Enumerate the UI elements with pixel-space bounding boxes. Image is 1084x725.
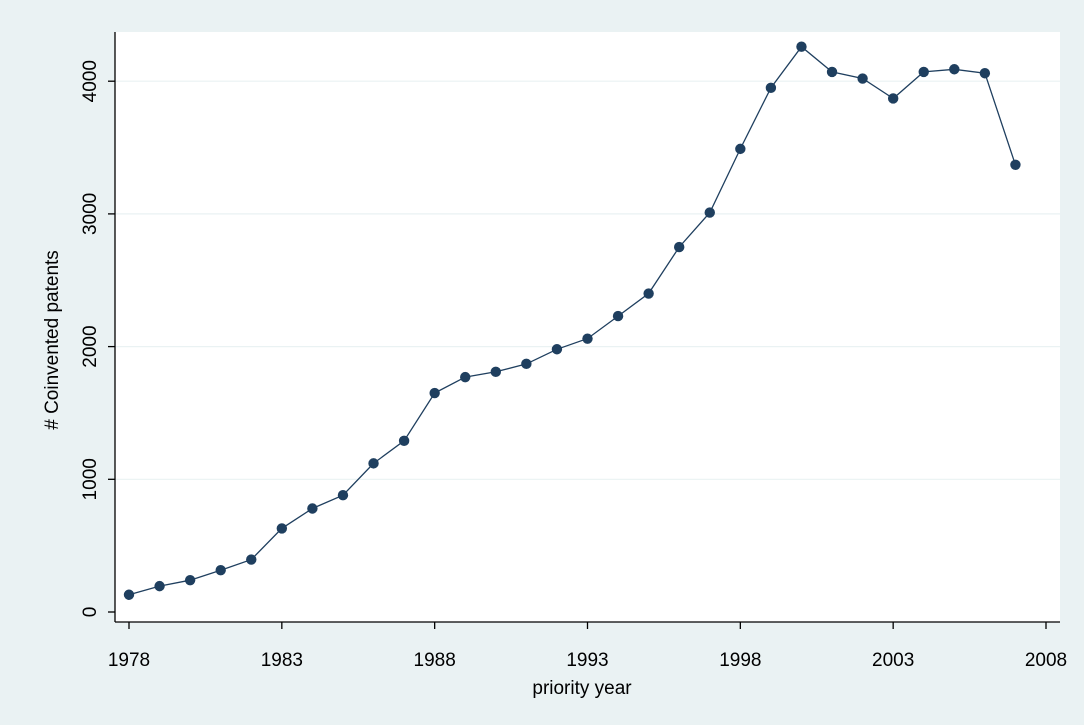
x-tick-label: 2008 — [1025, 650, 1067, 671]
data-point — [368, 458, 379, 469]
tick-labels: 0 1000 2000 3000 4000 1978 1983 1988 1993 1998 200… — [80, 60, 1067, 671]
data-point — [215, 564, 226, 576]
data-point — [337, 490, 349, 501]
data-point — [643, 288, 654, 299]
data-point — [429, 387, 440, 399]
data-points — [123, 41, 1021, 600]
x-tick-label: 1998 — [719, 650, 761, 671]
data-point — [551, 344, 563, 355]
data-point — [826, 66, 838, 78]
x-tick-label: 1993 — [566, 650, 608, 671]
grid-lines — [115, 80, 1060, 480]
data-point — [246, 554, 257, 565]
data-point — [460, 371, 471, 383]
data-point — [154, 580, 165, 592]
y-tick-label: 0 — [80, 607, 101, 618]
data-point — [612, 310, 624, 322]
x-tick-label: 1983 — [261, 650, 303, 671]
data-point — [123, 589, 135, 600]
data-point — [979, 68, 991, 79]
data-point — [582, 333, 593, 344]
x-axis-label: priority year — [532, 678, 632, 699]
x-tick-label: 1978 — [108, 650, 150, 671]
data-point — [307, 503, 318, 514]
series-line — [128, 45, 1017, 596]
y-axis-label: # Coinvented patents — [42, 250, 63, 430]
data-point — [735, 143, 746, 155]
data-point — [796, 41, 807, 52]
data-point — [521, 358, 532, 370]
y-tick-label: 1000 — [80, 458, 101, 500]
data-point — [276, 523, 288, 534]
data-point — [398, 435, 410, 447]
axes — [108, 32, 1060, 629]
data-point — [490, 366, 501, 378]
x-tick-label: 1988 — [414, 650, 456, 671]
data-point — [674, 241, 685, 253]
data-point — [1010, 159, 1021, 171]
plot-area — [115, 32, 1060, 622]
data-point — [704, 207, 715, 218]
y-tick-label: 2000 — [80, 325, 101, 367]
data-point — [184, 574, 196, 586]
y-tick-label: 4000 — [80, 60, 101, 102]
data-point — [949, 64, 960, 75]
data-point — [887, 93, 899, 104]
x-tick-label: 2003 — [872, 650, 914, 671]
data-point — [765, 82, 777, 94]
y-tick-label: 3000 — [80, 193, 101, 235]
data-point — [918, 66, 929, 78]
data-point — [857, 73, 868, 84]
